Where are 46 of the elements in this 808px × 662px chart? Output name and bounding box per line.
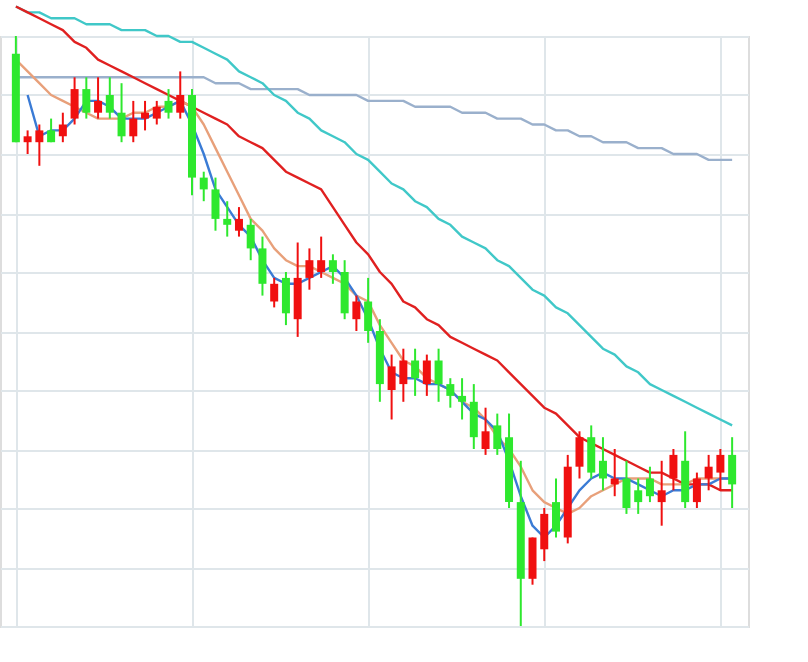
candlestick [493,412,502,456]
candlestick [669,448,678,492]
candlestick [246,217,255,262]
candlestick [552,477,560,539]
candlestick [434,347,443,403]
candlestick [105,76,114,120]
candlestick [199,170,208,203]
candlestick [657,459,666,527]
candlestick [141,99,150,132]
candlestick [152,99,161,126]
candlestick [681,430,690,509]
candlestick [211,176,220,232]
candlestick [728,436,737,509]
candlestick [305,247,314,291]
candlestick [129,99,138,144]
candlestick [293,241,302,338]
candlestick [469,383,478,450]
candlestick [458,377,467,421]
candlestick [328,253,337,285]
candlestick [58,111,67,144]
candlestick [575,430,584,480]
candlestick [634,477,643,515]
candlestick [223,200,232,238]
candlestick [270,276,279,309]
candlestick [70,76,79,126]
candlestick [117,82,126,144]
candlestick [352,294,361,332]
candlestick [622,459,631,515]
candlestick [176,70,185,120]
candlestick [645,465,654,504]
candlestick [340,259,349,321]
candlestick [258,235,267,297]
candlestick [422,353,431,397]
candlestick [481,406,490,456]
candlestick [364,276,373,344]
candlestick [411,347,420,397]
candlestick [164,88,173,120]
candlestick [82,76,91,120]
candlestick [587,424,596,480]
candlestick [446,377,455,409]
candlestick [598,436,607,492]
candlestick [692,471,701,509]
candlestick [317,235,326,279]
candlestick [234,206,243,238]
candlestick [281,271,290,327]
candlestick [94,76,103,120]
